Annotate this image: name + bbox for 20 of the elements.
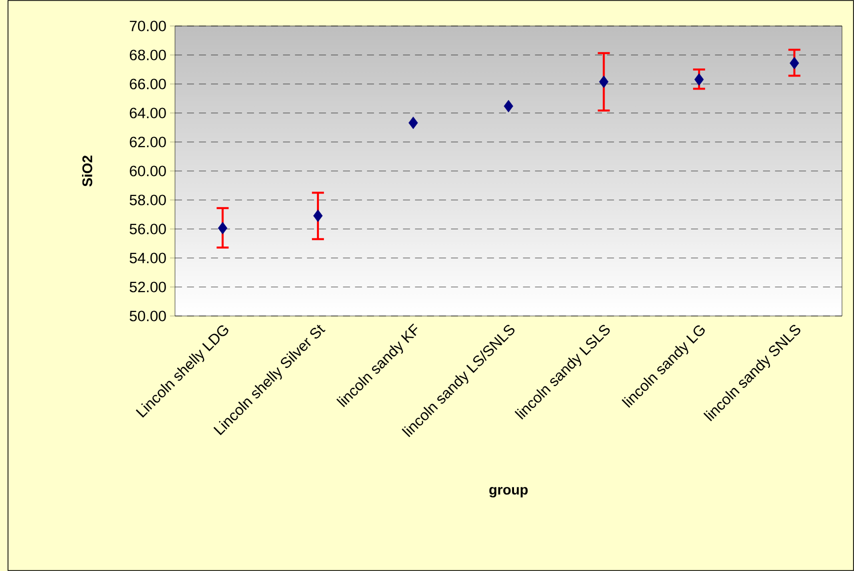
- y-tick-label: 56.00: [130, 224, 166, 234]
- y-tick-label: 62.00: [130, 136, 166, 148]
- point: [313, 210, 323, 222]
- point: [218, 222, 228, 234]
- point: [599, 76, 608, 88]
- point: [694, 73, 704, 86]
- y-tick-label: 60.00: [130, 166, 166, 176]
- point: [408, 116, 418, 130]
- y-tick-label: 64.00: [130, 108, 166, 118]
- y-tick-label: 50.00: [130, 310, 166, 322]
- y-tick-label: 70.00: [130, 20, 166, 32]
- y-tick-label: 54.00: [130, 252, 166, 264]
- y-axis-title: SiO2: [82, 156, 92, 186]
- x-axis-title: group: [489, 486, 528, 498]
- y-tick-label: 66.00: [130, 78, 166, 90]
- y-tick-label: 68.00: [130, 50, 166, 60]
- y-tick-label: 52.00: [130, 282, 166, 292]
- point: [790, 56, 800, 70]
- y-tick-label: 58.00: [130, 194, 166, 206]
- point: [504, 100, 514, 112]
